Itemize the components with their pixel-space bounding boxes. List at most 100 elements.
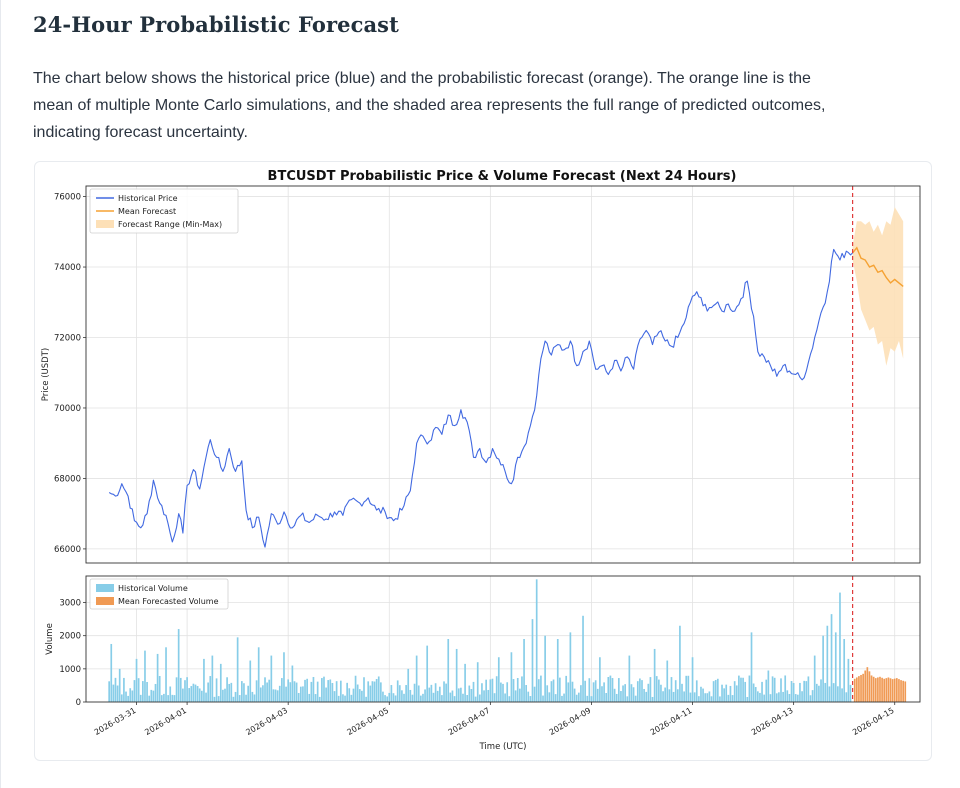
historical-volume-bar <box>401 690 403 702</box>
forecast-volume-bar <box>900 680 902 702</box>
historical-volume-bar <box>367 681 370 702</box>
historical-volume-bar <box>693 692 696 702</box>
historical-volume-bar <box>639 678 641 702</box>
volume-plot-frame <box>85 575 921 703</box>
historical-volume-bar <box>177 629 180 702</box>
historical-volume-bar <box>392 693 395 702</box>
historical-volume-bar <box>186 677 188 702</box>
historical-volume-bar <box>150 689 153 702</box>
historical-volume-bar <box>830 614 833 702</box>
historical-volume-bar <box>489 679 492 702</box>
historical-volume-bar <box>521 676 523 702</box>
historical-volume-bar <box>502 683 504 702</box>
historical-volume-bar <box>310 681 313 702</box>
historical-volume-bar <box>607 677 610 702</box>
historical-volume-bar <box>546 685 549 702</box>
volume-panel: 0 1000 2000 3000 Volume Historical Volume Mean… <box>45 575 921 752</box>
price-y-tick-label: 66000 <box>54 545 81 555</box>
historical-volume-bar <box>358 689 361 702</box>
historical-volume-bar <box>291 665 294 702</box>
historical-volume-bar <box>780 678 782 702</box>
historical-volume-bar <box>506 682 509 702</box>
historical-volume-bar <box>658 679 660 702</box>
historical-volume-bar <box>262 685 264 702</box>
historical-volume-bar <box>561 695 563 702</box>
volume-y-tick-label: 2000 <box>59 632 81 642</box>
historical-volume-bar <box>704 693 707 702</box>
historical-volume-bar <box>615 693 618 702</box>
historical-volume-bar <box>302 686 304 702</box>
historical-volume-bar <box>135 658 138 702</box>
historical-volume-bar <box>548 692 551 702</box>
historical-volume-bar <box>390 685 393 702</box>
historical-volume-bar <box>264 677 266 702</box>
historical-volume-bar <box>620 691 622 702</box>
historical-volume-bar <box>228 683 231 702</box>
historical-volume-bar <box>843 639 846 702</box>
forecast-chart: BTCUSDT Probabilistic Price & Volume For… <box>41 169 921 752</box>
historical-volume-bar <box>116 685 119 702</box>
price-legend-label: Forecast Range (Min-Max) <box>118 220 222 229</box>
historical-volume-bar <box>219 663 222 702</box>
historical-volume-bar <box>474 696 477 702</box>
historical-volume-bar <box>304 679 306 702</box>
historical-volume-bar <box>108 681 110 702</box>
historical-volume-bar <box>746 696 749 702</box>
historical-volume-bar <box>123 677 125 702</box>
historical-volume-bar <box>847 658 850 702</box>
historical-volume-bar <box>676 689 679 702</box>
historical-volume-bar <box>312 676 315 702</box>
historical-volume-bar <box>321 678 323 702</box>
historical-volume-bar <box>198 688 201 702</box>
historical-volume-bar <box>672 691 675 702</box>
historical-volume-bar <box>820 679 822 702</box>
historical-volume-bar <box>588 678 591 702</box>
forecast-volume-bar <box>858 676 860 702</box>
historical-volume-bar <box>466 695 469 702</box>
historical-volume-bar <box>238 695 241 702</box>
historical-volume-bar <box>716 678 719 702</box>
historical-volume-bar <box>352 688 355 702</box>
historical-volume-bar <box>763 694 765 702</box>
historical-volume-bar <box>742 677 744 702</box>
historical-volume-bar <box>226 677 228 702</box>
historical-volume-bar <box>361 690 363 702</box>
historical-volume-bar <box>365 696 367 702</box>
historical-volume-bar <box>666 660 669 702</box>
historical-volume-bar <box>462 693 464 702</box>
forecast-volume-bar <box>860 674 862 702</box>
historical-volume-bar <box>681 683 683 702</box>
historical-volume-bar <box>230 682 233 702</box>
price-y-tick-label: 74000 <box>54 263 81 273</box>
historical-volume-bar <box>689 692 692 702</box>
historical-volume-bar <box>756 691 759 702</box>
historical-volume-bar <box>788 693 791 702</box>
historical-volume-bar <box>327 680 330 702</box>
historical-volume-bar <box>611 678 614 702</box>
historical-volume-bar <box>196 686 199 702</box>
historical-volume-bar <box>192 683 195 702</box>
historical-volume-bar <box>748 675 751 702</box>
historical-volume-bar <box>674 680 677 702</box>
historical-volume-bar <box>712 681 715 702</box>
historical-volume-bar <box>232 696 235 702</box>
price-panel: 66000 68000 70000 72000 74000 76000 Price (USD… <box>41 185 921 564</box>
historical-volume-bar <box>241 681 243 702</box>
forecast-volume-bar <box>862 673 864 702</box>
historical-volume-bar <box>491 678 494 702</box>
x-tick-label: 2026-04-07 <box>447 706 492 737</box>
forecast-volume-bar <box>879 676 881 702</box>
historical-volume-bar <box>222 689 224 702</box>
historical-volume-bar <box>487 689 490 702</box>
historical-volume-bar <box>613 688 616 702</box>
volume-y-tick-label: 3000 <box>59 599 81 609</box>
historical-volume-bar <box>630 684 633 702</box>
historical-volume-bar <box>120 694 123 702</box>
chart-title: BTCUSDT Probabilistic Price & Volume For… <box>268 169 737 184</box>
historical-price-line <box>108 248 853 548</box>
historical-volume-bar <box>139 694 142 702</box>
historical-volume-bar <box>584 680 586 702</box>
historical-volume-bar <box>554 694 557 702</box>
historical-volume-bar <box>266 682 268 702</box>
historical-volume-bar <box>497 657 500 702</box>
